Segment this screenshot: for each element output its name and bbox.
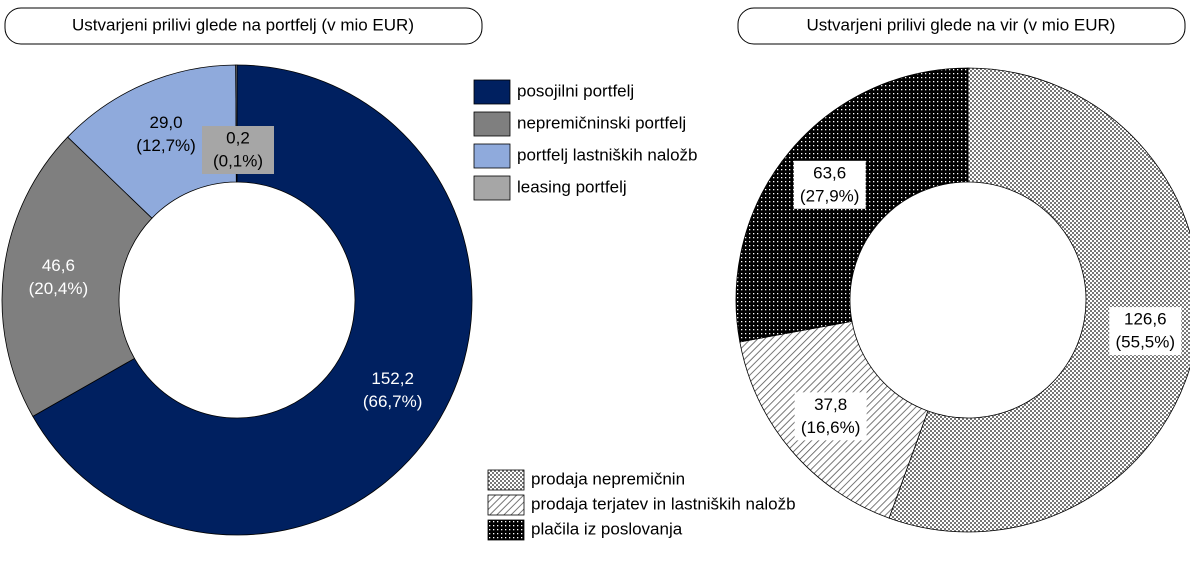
slice [888,67,1190,533]
legend-label: nepremičninski portfelj [517,113,686,132]
data-label: (66,7%) [363,392,423,411]
data-label: (16,6%) [801,418,861,437]
label-box [793,160,866,209]
legend-label: leasing portfelj [517,177,627,196]
slice [32,64,473,536]
data-label: (12,7%) [136,136,196,155]
data-label: 63,6 [813,163,846,182]
data-label: (27,9%) [800,186,860,205]
title-box [4,7,483,45]
chart-title: Ustvarjeni prilivi glede na vir (v mio E… [807,15,1116,34]
legend-swatch [473,175,511,201]
legend-swatch [487,519,525,541]
legend-label: prodaja terjatev in lastniških naložb [531,494,796,513]
data-label: 0,2 [226,128,250,147]
legend-swatch [473,111,511,137]
legend-swatch [487,469,525,491]
chart-title: Ustvarjeni prilivi glede na portfelj (v … [72,15,414,34]
legend-label: portfelj lastniških naložb [517,145,697,164]
legend-label: posojilni portfelj [517,81,634,100]
data-label: (0,1%) [213,151,263,170]
data-label: (55,5%) [1116,333,1176,352]
data-label: (20,4%) [29,279,89,298]
legend-swatch [487,494,525,516]
label-box [794,392,867,441]
label-box [1109,307,1182,356]
label-box [202,126,274,175]
data-label: 46,6 [42,256,75,275]
legend-label: prodaja nepremičnin [531,469,685,488]
slice [1,136,153,417]
title-box [737,7,1186,45]
data-label: 29,0 [150,113,183,132]
data-label: 152,2 [371,369,414,388]
data-label: 37,8 [814,395,847,414]
legend-label: plačila iz poslovanja [531,519,683,538]
legend-swatch [473,143,511,169]
legend-swatch [473,79,511,105]
data-label: 126,6 [1124,310,1167,329]
